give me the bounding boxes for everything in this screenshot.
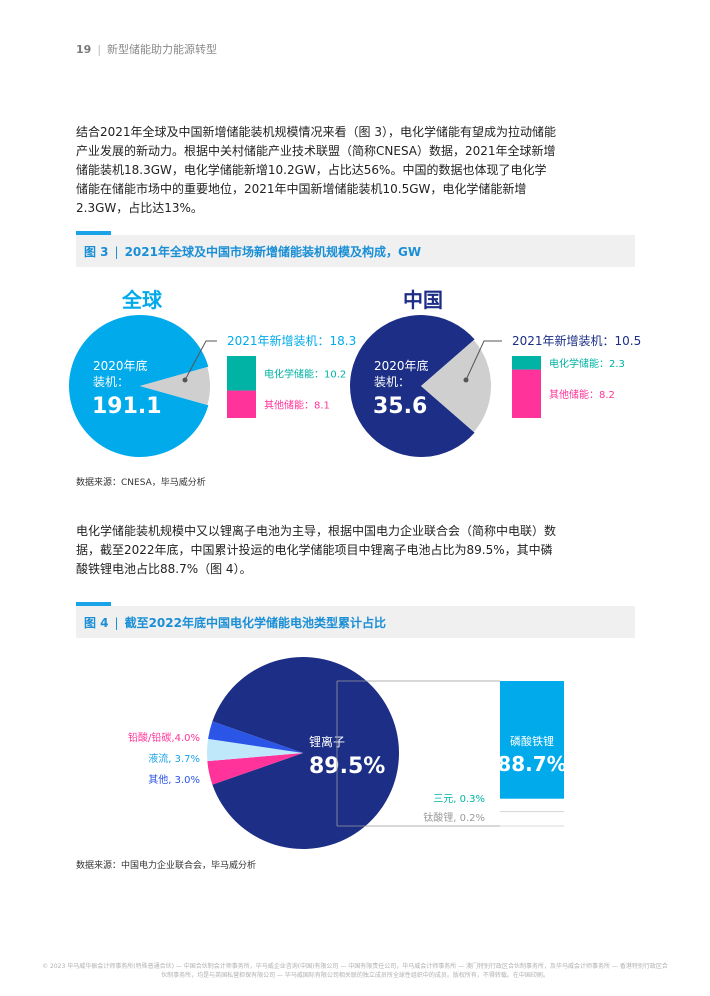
pie-slice-label-1: 铅酸/铅碳,4.0% [128,731,200,744]
body-paragraph-1: 结合2021年全球及中国新增储能装机规模情况来看（图 3），电化学储能有望成为拉… [76,125,556,215]
pie1-base-value: 35.6 [373,394,427,419]
pie0-base-label-line1: 2020年底 [93,358,148,373]
bar-label-lfp: 磷酸铁锂 [510,734,554,748]
bar-segment-lfp [500,681,564,799]
bar-label-lto: 钛酸锂, 0.2% [423,811,485,824]
figure3-chart: 全球2020年底装机：191.12021年新增装机：18.3电化学储能：10.2… [68,288,641,458]
page-header: 19 | 新型储能助力能源转型 [76,43,218,56]
lithium-value: 89.5% [309,754,385,779]
figure4-source: 数据来源：中国电力企业联合会，毕马威分析 [76,861,257,871]
lithium-label: 锂离子 [309,734,345,749]
figure4-title-bar: 图 4 | 截至2022年底中国电化学储能电池类型累计占比 [76,602,635,638]
figure3-label: 图 3 [84,245,109,259]
pie1-base-label-line2: 装机： [374,375,410,389]
figure4-title: 截至2022年底中国电化学储能电池类型累计占比 [124,616,386,630]
pie0-leader-line [184,340,217,381]
pie0-bar-segment-0 [227,356,256,391]
figure3-title-bar: 图 3 | 2021年全球及中国市场新增储能装机规模及构成，GW [76,231,635,267]
pie1-leader-line [465,340,502,381]
pie-slice-2 [207,738,303,762]
pie1-new-label: 2021年新增装机：10.5 [512,333,641,348]
bar-value-lfp: 88.7% [497,752,566,776]
pie0-base-value: 191.1 [92,394,162,419]
pie1-bar-segment-1 [512,369,541,418]
pie0-base-slice [68,315,209,457]
figure3-title: 2021年全球及中国市场新增储能装机规模及构成，GW [124,245,422,259]
pie0-bar-label-1: 其他储能：8.1 [264,398,330,411]
pie-slice-label-3: 其他, 3.0% [148,773,200,786]
pie0-new-label: 2021年新增装机：18.3 [227,333,356,348]
figure4-label: 图 4 [84,616,109,630]
pie0-base-label-line2: 装机： [93,375,129,389]
page-number: 19 [76,43,92,56]
pie-slice-lithium [212,657,399,850]
pie0-heading: 全球 [121,288,163,312]
section-title: 新型储能助力能源转型 [107,43,218,56]
page-footer: © 2023 毕马威华振会计师事务所(特殊普通合伙) — 中国合伙制会计师事务所… [42,963,668,979]
pie0-bar-segment-1 [227,390,256,418]
pie1-heading: 中国 [403,288,443,312]
pie1-base-slice [350,315,475,458]
pie-slice-3 [208,721,303,753]
figure3-source: 数据来源：CNESA，毕马威分析 [76,478,206,488]
pie1-bar-label-0: 电化学储能：2.3 [549,357,625,370]
pie-slice-1 [207,753,303,785]
figure4-chart: 铅酸/铅碳,4.0% 液流, 3.7% 其他, 3.0% 锂离子 89.5% 磷酸铁锂 88… [128,657,567,850]
pie1-base-label-line1: 2020年底 [374,358,429,373]
body-paragraph-2: 电化学储能装机规模中又以锂离子电池为主导，根据中国电力企业联合会（简称中电联）数… [76,524,557,576]
pie0-bar-label-0: 电化学储能：10.2 [264,367,346,380]
pie-slice-label-2: 液流, 3.7% [148,752,200,765]
figure3-accent [76,231,111,235]
bar-label-ternary: 三元, 0.3% [433,794,485,805]
pie1-bar-segment-0 [512,356,541,370]
pie0-new-slice [140,367,210,405]
figure4-accent [76,602,111,606]
pie1-bar-label-1: 其他储能：8.2 [549,388,615,401]
